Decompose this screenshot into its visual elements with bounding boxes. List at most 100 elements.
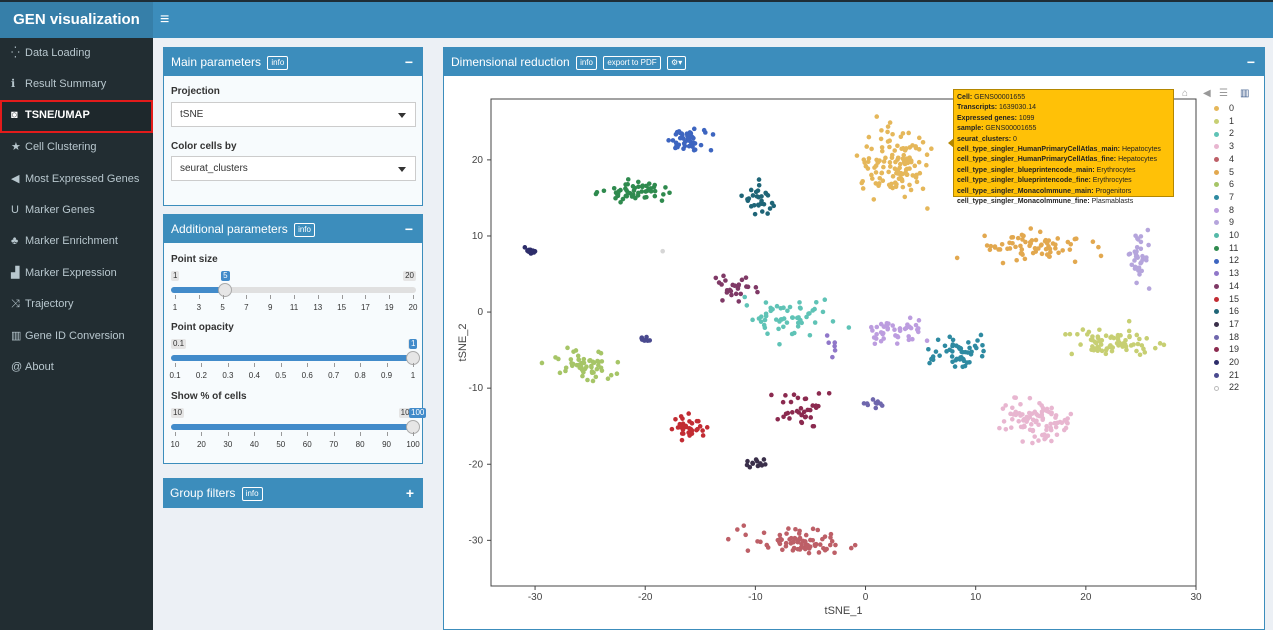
data-point-cluster-6 xyxy=(596,349,601,355)
data-point-cluster-8 xyxy=(907,315,913,321)
group-filters-header[interactable]: Group filters info + xyxy=(163,478,423,508)
group-filters-box[interactable]: Group filters info + xyxy=(163,478,423,508)
sidebar-item-tsne-umap[interactable]: ◙ TSNE/UMAP xyxy=(0,100,153,133)
x-tick-label: 20 xyxy=(1080,592,1092,603)
plotly-logo-icon[interactable]: ▥ xyxy=(1240,88,1250,99)
data-point-cluster-8 xyxy=(894,341,900,346)
legend-marker xyxy=(1214,271,1219,277)
data-point-cluster-0 xyxy=(880,178,886,184)
sidebar-item-result-summary[interactable]: ℹ Result Summary xyxy=(0,69,153,99)
settings-gear-button[interactable]: ⚙▾ xyxy=(667,55,687,70)
legend-item-4[interactable]: 4 xyxy=(1214,153,1234,166)
sidebar-item-label: Data Loading xyxy=(25,47,91,59)
legend-item-6[interactable]: 6 xyxy=(1214,178,1234,191)
data-point-cluster-4 xyxy=(725,536,731,542)
legend-item-9[interactable]: 9 xyxy=(1214,216,1234,229)
data-point-cluster-0 xyxy=(902,161,908,167)
hover-compare-icon[interactable]: ◀ xyxy=(1203,88,1211,99)
collapse-icon[interactable]: − xyxy=(404,221,413,237)
data-point-cluster-11 xyxy=(640,183,645,188)
group-filters-info-button[interactable]: info xyxy=(241,486,263,501)
data-point-cluster-1 xyxy=(1126,318,1132,324)
legend-item-8[interactable]: 8 xyxy=(1214,204,1234,217)
data-point-cluster-0 xyxy=(903,146,909,151)
sidebar-item-about[interactable]: @ About xyxy=(0,352,153,382)
sidebar-toggle-icon[interactable]: ≡ xyxy=(160,11,170,28)
dimensional-reduction-info-button[interactable]: info xyxy=(576,55,597,70)
legend-label: 21 xyxy=(1229,369,1240,380)
point-opacity-slider[interactable]: 0.1110.10.20.30.40.50.60.70.80.91 xyxy=(169,339,420,399)
legend-item-18[interactable]: 18 xyxy=(1214,331,1239,344)
legend-label: 3 xyxy=(1229,141,1235,152)
slider-tick xyxy=(270,295,272,299)
sidebar-item-data-loading[interactable]: ⁛ Data Loading xyxy=(0,38,153,68)
hover-closest-icon[interactable]: ☰ xyxy=(1219,88,1228,99)
data-point-cluster-5 xyxy=(982,233,987,239)
data-point-cluster-6 xyxy=(563,368,568,374)
sidebar-item-gene-id-conversion[interactable]: ▥ Gene ID Conversion xyxy=(0,321,153,351)
data-point-cluster-15 xyxy=(687,419,692,424)
show-pct-slider[interactable]: 10 100 100 10 20 30 40 50 60 70 80 90 100 xyxy=(171,408,427,468)
collapse-icon[interactable]: − xyxy=(1246,54,1255,70)
slider-handle[interactable] xyxy=(218,283,233,297)
sidebar-item-marker-enrichment[interactable]: ♣ Marker Enrichment xyxy=(0,226,153,256)
data-point-cluster-7 xyxy=(952,364,958,369)
data-point-cluster-3 xyxy=(1032,434,1038,439)
collapse-icon[interactable]: − xyxy=(404,54,413,70)
legend-marker xyxy=(1214,106,1219,112)
expand-icon[interactable]: + xyxy=(405,485,414,501)
data-point-cluster-11 xyxy=(620,196,626,202)
legend-marker xyxy=(1214,233,1219,239)
data-point-cluster-3 xyxy=(1049,438,1054,444)
legend-label: 19 xyxy=(1229,344,1240,355)
legend-item-2[interactable]: 2 xyxy=(1214,127,1234,140)
legend-item-13[interactable]: 13 xyxy=(1214,267,1239,280)
projection-select[interactable]: tSNE xyxy=(171,102,416,127)
export-pdf-button[interactable]: export to PDF xyxy=(603,55,661,70)
data-point-cluster-6 xyxy=(576,357,582,362)
slider-tick-label: 90 xyxy=(382,440,391,449)
data-point-cluster-13 xyxy=(830,354,835,360)
legend-item-17[interactable]: 17 xyxy=(1214,318,1239,331)
legend-marker xyxy=(1214,360,1219,366)
sidebar-item-marker-genes[interactable]: U Marker Genes xyxy=(0,195,153,225)
additional-parameters-info-button[interactable]: info xyxy=(294,222,315,237)
color-cells-value: seurat_clusters xyxy=(180,163,248,174)
point-size-slider[interactable]: 1 20 5 1 3 5 7 9 11 13 15 17 19 20 xyxy=(171,271,417,331)
data-point-cluster-5 xyxy=(1039,251,1045,257)
data-point-cluster-9 xyxy=(1137,272,1142,277)
legend-item-11[interactable]: 11 xyxy=(1214,242,1238,255)
data-point-cluster-0 xyxy=(925,206,930,211)
legend-item-0[interactable]: 0 xyxy=(1214,102,1234,115)
data-point-cluster-3 xyxy=(1010,405,1015,411)
data-point-cluster-3 xyxy=(1044,427,1049,433)
legend-item-21[interactable]: 21 xyxy=(1214,369,1239,382)
sidebar-item-trajectory[interactable]: ⤨ Trajectory xyxy=(0,289,153,319)
color-cells-select[interactable]: seurat_clusters xyxy=(171,156,416,181)
slider-tick-label: 17 xyxy=(360,303,370,312)
legend-item-3[interactable]: 3 xyxy=(1214,140,1234,153)
data-point-cluster-1 xyxy=(1152,345,1158,351)
legend-item-15[interactable]: 15 xyxy=(1214,293,1239,306)
data-point-cluster-16 xyxy=(765,211,770,216)
legend-item-19[interactable]: 19 xyxy=(1214,343,1239,356)
slider-tick xyxy=(198,295,200,299)
legend-item-22[interactable]: 22 xyxy=(1214,381,1239,394)
legend-item-5[interactable]: 5 xyxy=(1214,166,1234,179)
legend-item-10[interactable]: 10 xyxy=(1214,229,1239,242)
legend-item-1[interactable]: 1 xyxy=(1214,115,1234,128)
data-point-cluster-0 xyxy=(899,177,905,182)
sidebar-item-marker-expression[interactable]: ▟ Marker Expression xyxy=(0,258,153,288)
legend-item-7[interactable]: 7 xyxy=(1214,191,1234,204)
legend-item-14[interactable]: 14 xyxy=(1214,280,1239,293)
sidebar-item-cell-clustering[interactable]: ★ Cell Clustering xyxy=(0,132,153,162)
home-icon[interactable]: ⌂ xyxy=(1182,88,1189,99)
data-point-cluster-3 xyxy=(1016,419,1022,424)
main-parameters-info-button[interactable]: info xyxy=(267,55,289,70)
legend-item-16[interactable]: 16 xyxy=(1214,305,1239,318)
sidebar-item-most-expressed-genes[interactable]: ◀ Most Expressed Genes xyxy=(0,164,153,194)
legend-item-12[interactable]: 12 xyxy=(1214,254,1239,267)
data-point-cluster-6 xyxy=(582,366,588,372)
legend-item-20[interactable]: 20 xyxy=(1214,356,1239,369)
